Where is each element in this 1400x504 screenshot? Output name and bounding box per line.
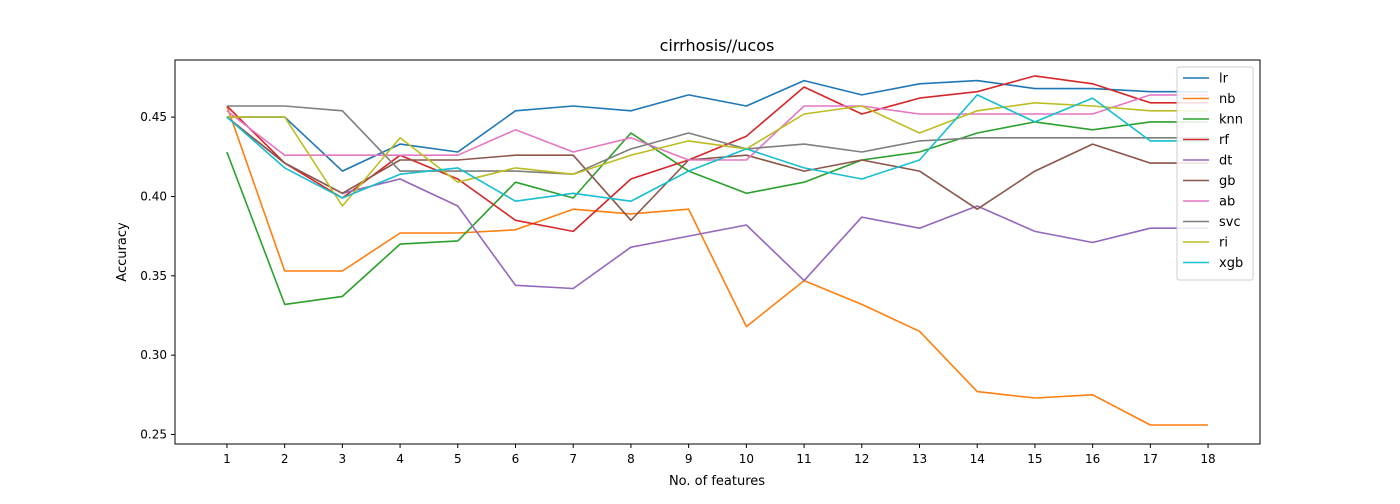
legend-label-gb: gb xyxy=(1219,174,1236,189)
x-tick-label: 14 xyxy=(970,452,985,466)
y-tick-label: 0.30 xyxy=(140,348,167,362)
y-tick-label: 0.40 xyxy=(140,189,167,203)
chart-title: cirrhosis//ucos xyxy=(660,36,775,55)
series-line-rf xyxy=(226,75,1209,233)
x-tick-label: 5 xyxy=(454,452,462,466)
plot-frame xyxy=(174,59,1261,445)
series-line-dt xyxy=(226,116,1209,290)
x-tick-label: 3 xyxy=(339,452,347,466)
legend-label-nb: nb xyxy=(1219,92,1236,107)
legend-label-rf: rf xyxy=(1219,133,1229,148)
x-tick-label: 11 xyxy=(796,452,811,466)
y-tick-label: 0.45 xyxy=(140,110,167,124)
legend-label-dt: dt xyxy=(1219,154,1232,169)
x-tick-label: 16 xyxy=(1085,452,1100,466)
x-tick-label: 10 xyxy=(739,452,754,466)
x-tick-label: 9 xyxy=(685,452,693,466)
x-axis-label: No. of features xyxy=(669,474,765,489)
x-tick-label: 4 xyxy=(396,452,404,466)
x-axis: 1 2 3 4 5 6 7 8 9 10 11 12 13 14 15 16 17 18 xyxy=(223,444,1216,466)
x-tick-label: 13 xyxy=(912,452,927,466)
y-axis-label: Accuracy xyxy=(115,222,130,282)
legend-label-xgb: xgb xyxy=(1219,256,1243,271)
x-tick-label: 2 xyxy=(281,452,289,466)
x-tick-label: 6 xyxy=(512,452,520,466)
plot-lines xyxy=(226,75,1209,426)
legend-label-svc: svc xyxy=(1219,215,1241,230)
x-tick-label: 12 xyxy=(854,452,869,466)
y-tick-label: 0.25 xyxy=(140,427,167,441)
series-line-nb xyxy=(226,105,1209,426)
x-tick-label: 1 xyxy=(223,452,231,466)
legend-label-knn: knn xyxy=(1219,113,1243,128)
series-line-gb xyxy=(226,116,1209,222)
y-axis: 0.25 0.30 0.35 0.40 0.45 xyxy=(140,110,175,441)
legend-label-lr: lr xyxy=(1219,72,1229,87)
x-tick-label: 15 xyxy=(1027,452,1042,466)
series-line-xgb xyxy=(226,94,1209,202)
x-tick-label: 8 xyxy=(627,452,635,466)
legend: lr nb knn rf dt gb ab svc ri xgb xyxy=(1176,66,1254,281)
x-tick-label: 18 xyxy=(1200,452,1215,466)
legend-label-ri: ri xyxy=(1219,236,1228,251)
legend-label-ab: ab xyxy=(1219,195,1235,210)
x-tick-label: 7 xyxy=(569,452,577,466)
series-line-svc xyxy=(226,105,1209,175)
y-tick-label: 0.35 xyxy=(140,269,167,283)
series-line-ri xyxy=(226,102,1209,207)
x-tick-label: 17 xyxy=(1143,452,1158,466)
legend-box xyxy=(1176,66,1254,281)
series-line-knn xyxy=(226,121,1209,306)
